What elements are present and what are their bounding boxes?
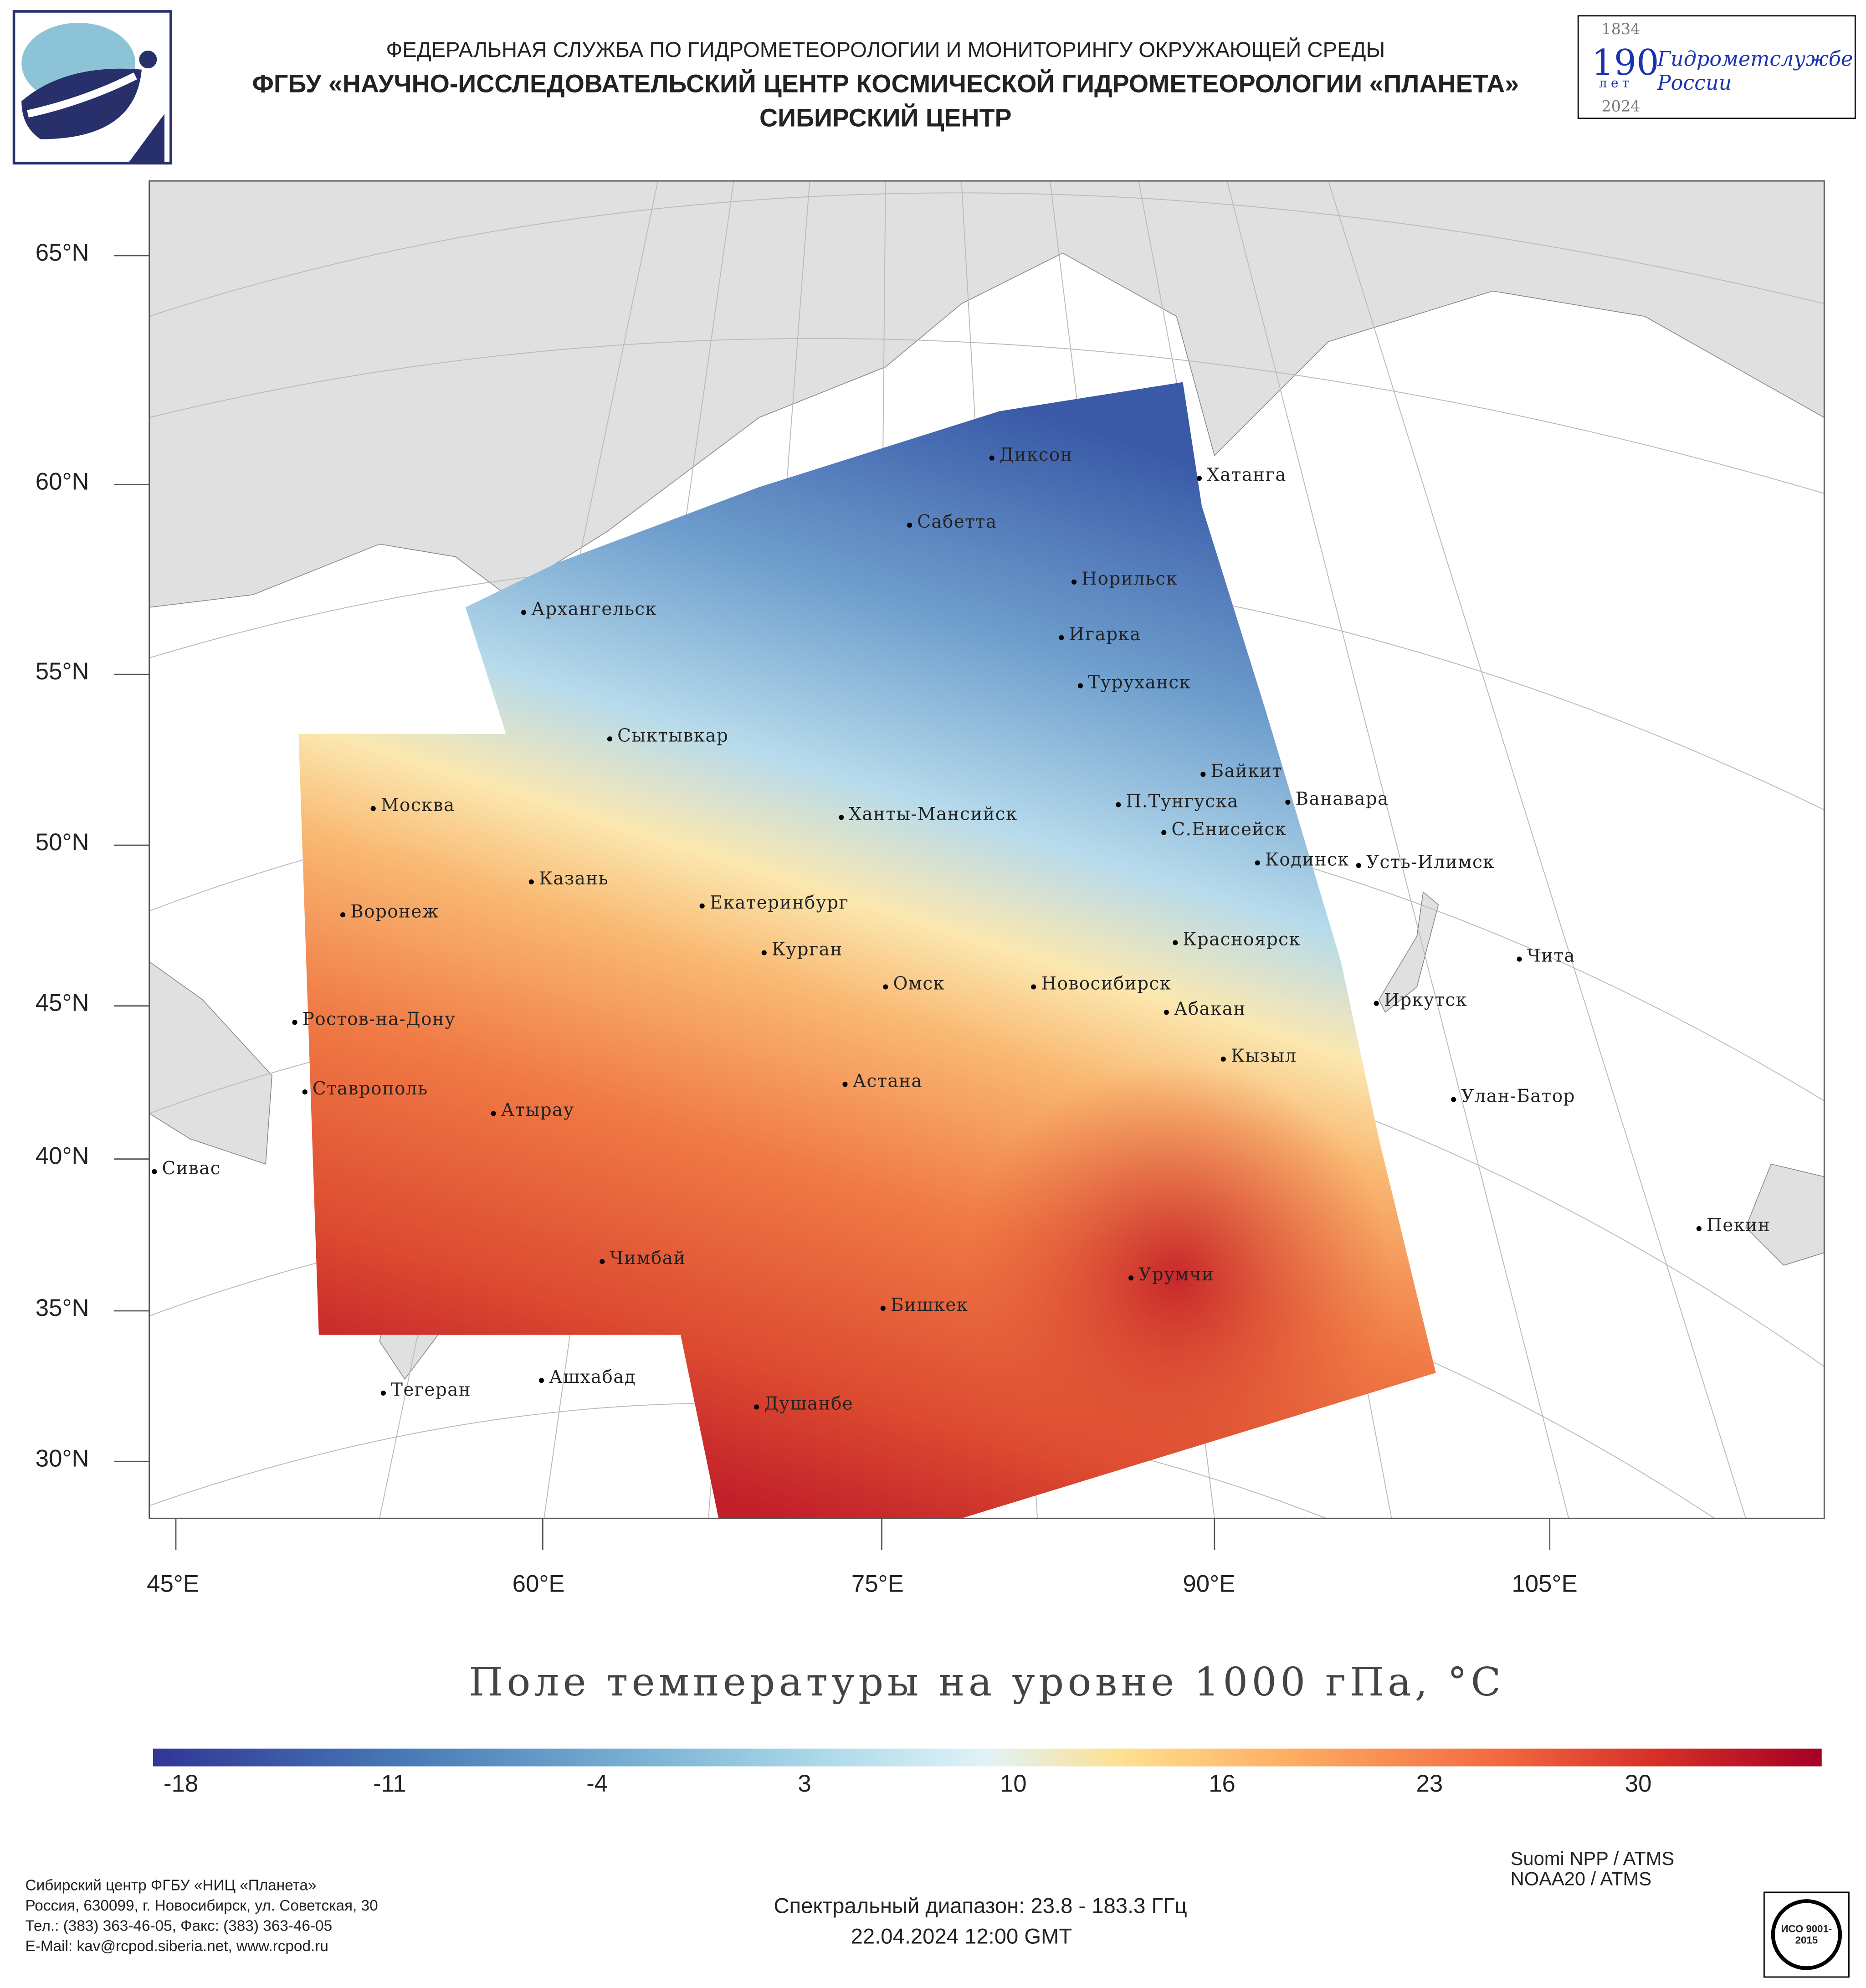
black-sea <box>149 961 272 1165</box>
city-label: Игарка <box>1059 625 1141 646</box>
anniversary-number: 190 <box>1591 41 1659 84</box>
bohai <box>1745 1163 1825 1266</box>
city-label: Иркутск <box>1374 991 1468 1011</box>
city-label: Екатеринбург <box>699 893 849 914</box>
colorbar-tick: 30 <box>1625 1771 1652 1798</box>
lat-label: 30°N <box>35 1446 89 1473</box>
lon-label: 45°E <box>147 1571 200 1598</box>
satellite-2: NOAA20 / ATMS <box>1510 1869 1652 1890</box>
anniversary-badge: 1834 190 лет Гидрометслужбе России 2024 <box>1577 15 1856 119</box>
city-label: Туруханск <box>1077 673 1191 693</box>
city-label: Чита <box>1517 946 1575 967</box>
city-label: Душанбе <box>754 1394 854 1415</box>
city-label: Урумчи <box>1128 1265 1215 1286</box>
anniversary-text1: Гидрометслужбе <box>1657 46 1853 71</box>
city-label: Омск <box>883 974 945 995</box>
colorbar-tick: -18 <box>163 1771 199 1798</box>
lon-label: 75°E <box>851 1571 904 1598</box>
lat-label: 50°N <box>35 830 89 857</box>
colorbar-tick: -4 <box>586 1771 608 1798</box>
footer-phone: Тел.: (383) 363-46-05, Факс: (383) 363-4… <box>25 1917 333 1935</box>
anniversary-text2: России <box>1657 71 1732 95</box>
footer-org: Сибирский центр ФГБУ «НИЦ «Планета» <box>25 1876 317 1895</box>
city-label: С.Енисейск <box>1161 820 1287 840</box>
arctic-land <box>149 181 1825 608</box>
lat-label: 35°N <box>35 1295 89 1322</box>
city-label: Хатанга <box>1196 465 1287 486</box>
lon-label: 90°E <box>1183 1571 1235 1598</box>
city-label: Диксон <box>989 445 1073 466</box>
city-label: Воронеж <box>340 902 439 923</box>
city-label: Кодинск <box>1255 850 1349 871</box>
city-label: Кызыл <box>1220 1046 1297 1067</box>
lat-label: 40°N <box>35 1144 89 1171</box>
spectral-range: Спектральный диапазон: 23.8 - 183.3 ГГц <box>774 1894 1187 1918</box>
city-label: Ашхабад <box>539 1367 636 1388</box>
lon-label: 60°E <box>512 1571 565 1598</box>
footer-address: Россия, 630099, г. Новосибирск, ул. Сове… <box>25 1896 378 1915</box>
year-start: 1834 <box>1601 20 1640 38</box>
colorbar-tick: -11 <box>373 1771 406 1798</box>
lon-label: 105°E <box>1512 1571 1578 1598</box>
satellite-1: Suomi NPP / ATMS <box>1510 1849 1675 1870</box>
city-label: Сыктывкар <box>607 726 729 747</box>
city-label: Красноярск <box>1173 930 1301 950</box>
colorbar-tick: 10 <box>1000 1771 1027 1798</box>
city-label: Ставрополь <box>302 1079 428 1100</box>
city-label: П.Тунгуска <box>1116 792 1239 812</box>
colorbar <box>153 1748 1822 1767</box>
city-label: Улан-Батор <box>1451 1087 1575 1107</box>
colorbar-tick: 3 <box>798 1771 811 1798</box>
colorbar-tick: 23 <box>1416 1771 1443 1798</box>
header-agency: ФЕДЕРАЛЬНАЯ СЛУЖБА ПО ГИДРОМЕТЕОРОЛОГИИ … <box>386 38 1385 62</box>
map <box>113 180 1825 1550</box>
city-label: Сабетта <box>907 512 997 533</box>
city-label: Абакан <box>1164 999 1246 1020</box>
iso-label: ИСО 9001-2015 <box>1771 1899 1842 1970</box>
city-label: Ростов-на-Дону <box>292 1009 456 1030</box>
city-label: Архангельск <box>521 600 657 620</box>
city-label: Сивас <box>152 1159 221 1180</box>
city-label: Атырау <box>491 1100 574 1121</box>
map-title: Поле температуры на уровне 1000 гПа, °C <box>469 1660 1505 1706</box>
header-center: СИБИРСКИЙ ЦЕНТР <box>759 105 1012 133</box>
lat-label: 55°N <box>35 659 89 686</box>
lat-label: 60°N <box>35 469 89 496</box>
planeta-logo <box>12 10 172 164</box>
city-label: Усть-Илимск <box>1356 853 1495 873</box>
city-label: Байкит <box>1200 761 1283 782</box>
city-label: Курган <box>761 940 843 961</box>
footer-email[interactable]: E-Mail: kav@rcpod.siberia.net, www.rcpod… <box>25 1937 328 1955</box>
baikal <box>1378 891 1439 1013</box>
anniversary-unit: лет <box>1599 77 1633 91</box>
city-label: Астана <box>842 1072 923 1092</box>
city-label: Норильск <box>1071 569 1178 590</box>
lat-label: 65°N <box>35 240 89 267</box>
city-label: Москва <box>370 796 455 817</box>
city-label: Тегеран <box>380 1380 472 1401</box>
city-label: Бишкек <box>880 1295 969 1316</box>
city-label: Казань <box>528 869 609 890</box>
city-label: Чимбай <box>600 1248 686 1269</box>
datetime: 22.04.2024 12:00 GMT <box>851 1924 1072 1949</box>
lat-label: 45°N <box>35 991 89 1017</box>
city-label: Ванавара <box>1285 789 1389 810</box>
city-label: Пекин <box>1696 1216 1771 1237</box>
iso-certificate-stamp: ИСО 9001-2015 <box>1763 1891 1850 1978</box>
city-label: Ханты-Мансийск <box>839 805 1018 825</box>
colorbar-tick: 16 <box>1209 1771 1235 1798</box>
year-end: 2024 <box>1601 97 1640 115</box>
city-label: Новосибирск <box>1031 974 1172 995</box>
header-institute: ФГБУ «НАУЧНО-ИССЛЕДОВАТЕЛЬСКИЙ ЦЕНТР КОС… <box>252 71 1519 99</box>
